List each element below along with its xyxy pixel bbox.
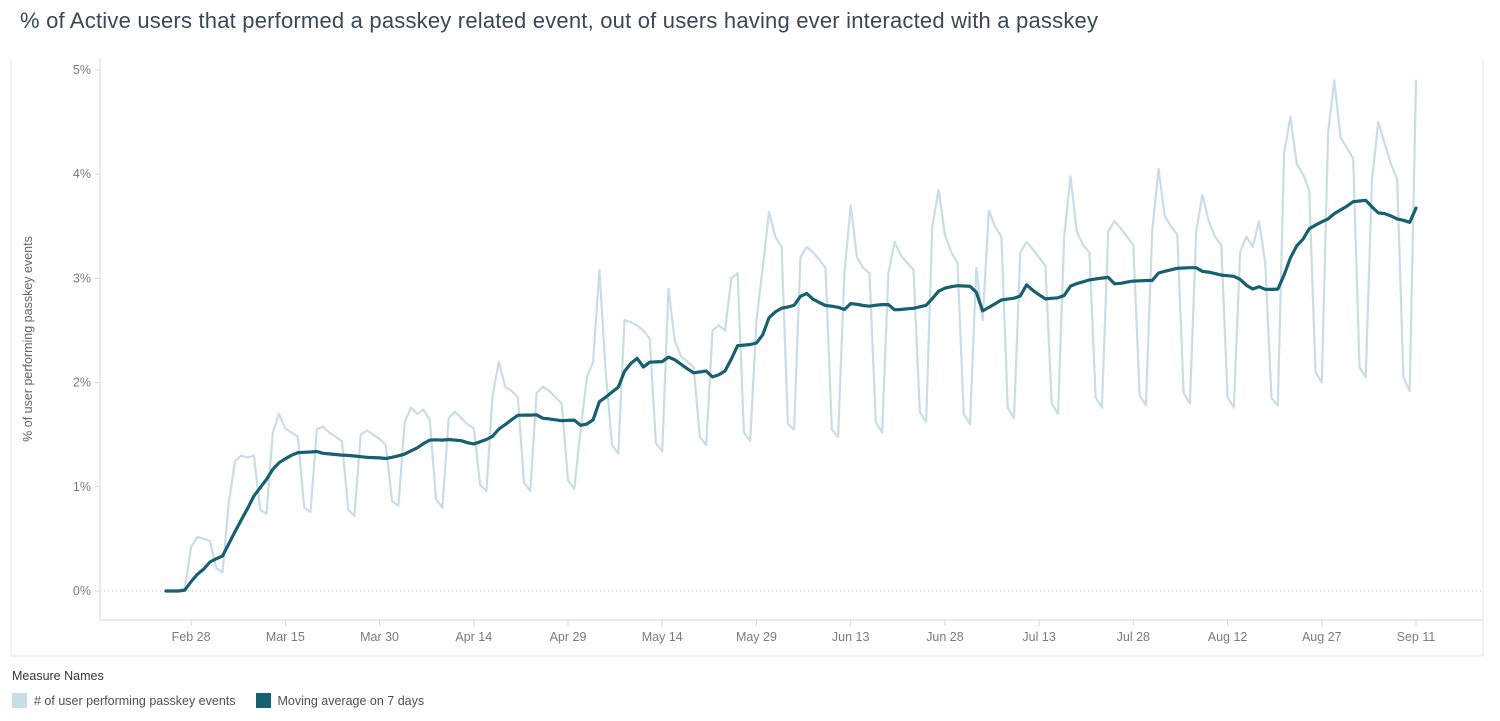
x-tick-label: Mar 15 bbox=[266, 630, 305, 644]
x-tick-label: Apr 29 bbox=[550, 630, 587, 644]
y-tick-label: 2% bbox=[73, 376, 91, 390]
x-tick-label: May 29 bbox=[736, 630, 777, 644]
y-tick-label: 1% bbox=[73, 480, 91, 494]
x-tick-label: Sep 11 bbox=[1397, 630, 1436, 644]
x-tick-label: Feb 28 bbox=[172, 630, 211, 644]
chart-frame bbox=[10, 58, 1484, 657]
legend-item-label: # of user performing passkey events bbox=[34, 693, 236, 708]
y-tick-label: 0% bbox=[73, 584, 91, 598]
chart-title: % of Active users that performed a passk… bbox=[20, 8, 1099, 33]
y-tick-label: 3% bbox=[73, 271, 91, 285]
y-axis: 0% 1% 2% 3% 4% 5% % of user performing passkey… bbox=[21, 58, 1483, 620]
legend-item-daily-series[interactable]: # of user performing passkey events bbox=[12, 693, 236, 708]
legend-item-moving-average[interactable]: Moving average on 7 days bbox=[255, 693, 425, 708]
x-axis: Feb 28 Mar 15 Mar 30 Apr 14 Apr 29 May 14 May … bbox=[100, 619, 1483, 644]
y-axis-title: % of user performing passkey events bbox=[21, 236, 35, 442]
legend-items: # of user performing passkey events Movi… bbox=[12, 693, 444, 708]
series-daily-line[interactable] bbox=[164, 79, 1418, 593]
y-tick-label: 5% bbox=[73, 63, 91, 77]
x-tick-label: Jul 28 bbox=[1117, 630, 1150, 644]
x-tick-label: Mar 30 bbox=[360, 630, 399, 644]
x-tick-label: Jul 13 bbox=[1022, 630, 1055, 644]
moving-average-swatch-icon bbox=[255, 693, 271, 708]
x-tick-label: Jun 28 bbox=[926, 630, 964, 644]
x-tick-label: Aug 27 bbox=[1302, 630, 1342, 644]
x-tick-label: Aug 12 bbox=[1208, 630, 1248, 644]
series-moving-average-line[interactable] bbox=[164, 198, 1418, 593]
x-tick-label: May 14 bbox=[642, 630, 683, 644]
series-lines[interactable] bbox=[164, 79, 1418, 593]
x-tick-label: Jun 13 bbox=[832, 630, 870, 644]
legend-title: Measure Names bbox=[12, 669, 104, 683]
daily-series-swatch-icon bbox=[12, 693, 27, 708]
y-tick-label: 4% bbox=[73, 167, 91, 181]
x-tick-label: Apr 14 bbox=[455, 630, 492, 644]
legend-item-label: Moving average on 7 days bbox=[277, 693, 425, 708]
